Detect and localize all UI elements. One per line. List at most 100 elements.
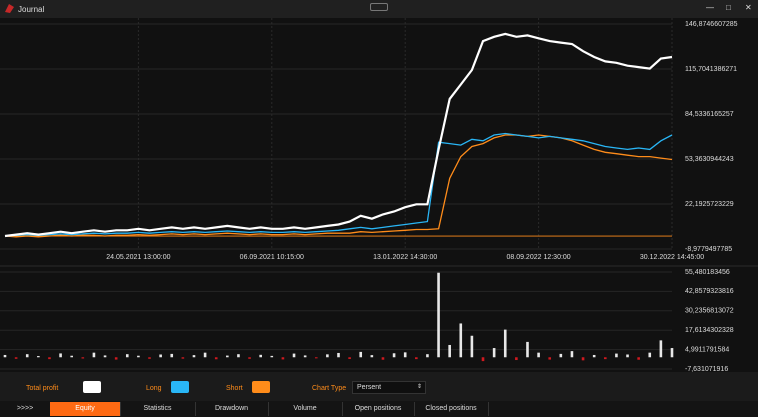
y-tick-label: 30,2356813072 <box>685 308 734 315</box>
volume-bar <box>481 357 485 362</box>
volume-bar <box>526 341 529 358</box>
select-arrow: ⇕ <box>416 384 422 390</box>
tab[interactable]: >>>> <box>0 402 51 416</box>
volume-bar <box>125 354 129 358</box>
legend-label: Long <box>146 385 162 392</box>
chart-background <box>0 18 758 372</box>
volume-bar <box>559 353 563 358</box>
volume-bar <box>515 357 518 361</box>
series-line <box>4 132 673 237</box>
volume-bar <box>3 354 7 358</box>
volume-bar <box>648 352 652 358</box>
y-tick-label: -7,631071916 <box>685 366 728 372</box>
control-bar: Total profit Long Short Chart Type Perse… <box>0 372 758 400</box>
volume-bar <box>626 354 629 358</box>
y-tick-label: -8,9779497785 <box>685 246 732 253</box>
volume-bar <box>103 355 107 358</box>
volume-bar <box>148 357 151 359</box>
volume-bar <box>403 352 407 358</box>
volume-bar <box>181 357 185 359</box>
volume-bar <box>292 353 296 358</box>
volume-bar <box>303 355 307 358</box>
chart-type-select[interactable]: Persent ⇕ <box>352 381 426 394</box>
volume-bar <box>392 353 396 358</box>
y-tick-label: 53,3630944243 <box>685 156 734 163</box>
series-line <box>4 32 673 238</box>
x-tick-label: 08.09.2022 12:30:00 <box>506 254 570 261</box>
volume-bar <box>270 355 274 358</box>
title-bar: Journal — □ ✕ <box>0 0 758 18</box>
volume-bar <box>159 354 162 358</box>
volume-bar <box>25 354 29 358</box>
charts: 146,8746607285 115,7041386271 84,533616525… <box>0 18 758 372</box>
x-tick-label: 06.09.2021 10:15:00 <box>240 254 304 261</box>
volume-bar <box>92 352 96 358</box>
volume-bar <box>114 357 118 360</box>
tab[interactable]: Open positions <box>342 402 415 416</box>
volume-bar <box>581 357 585 361</box>
volume-bar <box>281 357 285 360</box>
x-tick-label: 24.05.2021 13:00:00 <box>106 254 170 261</box>
volume-bar <box>604 357 607 360</box>
volume-bar <box>548 357 552 360</box>
volume-bar <box>37 356 40 358</box>
volume-bar <box>426 354 429 358</box>
legend-label: Short <box>226 385 243 392</box>
volume-bar <box>437 272 440 358</box>
volume-bar <box>670 348 674 358</box>
volume-bar <box>503 329 507 358</box>
y-tick-label: 42,8579323816 <box>685 288 734 295</box>
volume-bar <box>237 354 240 358</box>
legend-swatch[interactable] <box>252 381 270 393</box>
close-button[interactable]: ✕ <box>745 3 752 12</box>
volume-bar <box>59 353 62 358</box>
volume-bar <box>226 355 229 358</box>
x-tick-label: 30.12.2022 14:45:00 <box>640 254 704 261</box>
volume-bar <box>70 355 73 358</box>
volume-bar <box>337 352 340 358</box>
volume-bar <box>259 354 262 358</box>
tab[interactable]: Statistics <box>120 402 196 416</box>
volume-bar <box>192 355 196 358</box>
volume-bar <box>659 340 663 358</box>
volume-bar <box>470 335 474 358</box>
volume-bar <box>448 344 451 358</box>
legend-label: Total profit <box>26 385 59 392</box>
y-tick-label: 4,9911791584 <box>685 346 729 353</box>
y-tick-label: 22,1925723229 <box>685 201 734 208</box>
y-tick-label: 146,8746607285 <box>685 21 738 28</box>
volume-bar <box>326 354 329 358</box>
volume-bar <box>637 357 640 360</box>
volume-bar <box>370 355 374 358</box>
volume-bar <box>615 353 618 358</box>
legend-swatch[interactable] <box>171 381 189 393</box>
volume-bar <box>459 323 463 358</box>
x-tick-label: 13.01.2022 14:30:00 <box>373 254 437 261</box>
window-title: Journal <box>18 5 45 14</box>
y-tick-label: 55,480183456 <box>685 269 730 276</box>
volume-bar <box>314 357 318 359</box>
volume-bar <box>415 357 418 360</box>
volume-bar <box>592 354 596 358</box>
tab[interactable]: Closed positions <box>414 402 489 416</box>
volume-bar <box>214 357 218 360</box>
tab-bar: >>>> Equity Statistics Drawdown Volume Open p… <box>0 401 758 417</box>
maximize-button[interactable]: □ <box>726 3 731 12</box>
chart-type-label: Chart Type <box>312 385 347 392</box>
app-icon <box>5 4 14 13</box>
tab[interactable]: Drawdown <box>195 402 269 416</box>
volume-bar <box>492 348 496 358</box>
tab[interactable]: Equity <box>50 402 121 416</box>
volume-bar <box>170 353 174 358</box>
legend-swatch[interactable] <box>83 381 101 393</box>
volume-bar <box>348 357 351 359</box>
y-tick-label: 84,5336165257 <box>685 111 734 118</box>
volume-bar <box>137 355 140 358</box>
y-tick-label: 17,6134302328 <box>685 327 734 334</box>
volume-bar <box>248 357 251 359</box>
select-value: Persent <box>357 384 382 391</box>
minimize-button[interactable]: — <box>706 3 714 12</box>
handle-button[interactable] <box>370 3 388 11</box>
tab[interactable]: Volume <box>268 402 343 416</box>
